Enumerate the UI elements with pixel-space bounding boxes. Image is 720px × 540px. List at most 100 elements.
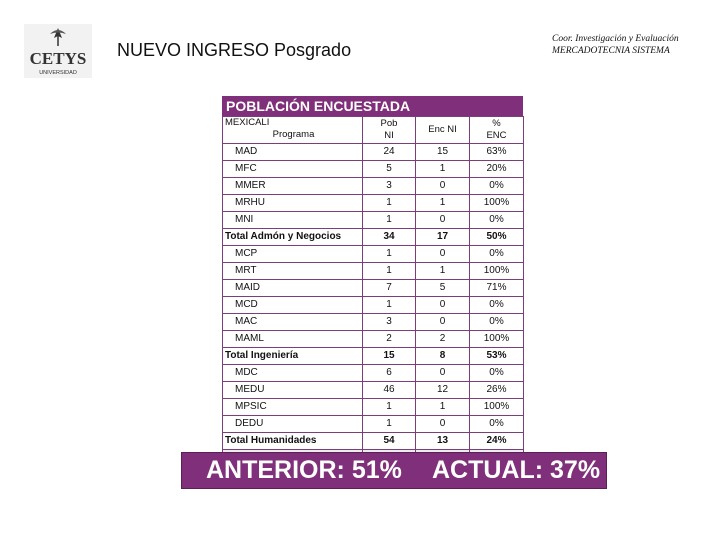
pob-value: 1 [362, 245, 416, 263]
enc-value: 1 [415, 194, 470, 212]
pct-value: 50% [469, 228, 524, 246]
column-header-row: MEXICALI Programa Pob NI Enc NI % ENC [222, 116, 524, 144]
pct-value: 100% [469, 262, 524, 280]
column-header-pct: % ENC [469, 116, 524, 144]
program-name: MDC [222, 364, 363, 382]
pct-value: 0% [469, 245, 524, 263]
banner-current: ACTUAL: 37% [432, 456, 601, 484]
table-row: DEDU 1 0 0% [222, 415, 524, 433]
table-row: MDC 6 0 0% [222, 364, 524, 382]
enc-value: 0 [415, 211, 470, 229]
pct-value: 71% [469, 279, 524, 297]
pob-value: 7 [362, 279, 416, 297]
program-name: Total Admón y Negocios [222, 228, 363, 246]
table-row: MRHU 1 1 100% [222, 194, 524, 212]
header-note: Coor. Investigación y Evaluación MERCADO… [552, 33, 679, 57]
pob-value: 1 [362, 296, 416, 314]
program-name: MAML [222, 330, 363, 348]
pct-value: 63% [469, 143, 524, 161]
table-row: MAML 2 2 100% [222, 330, 524, 348]
table-row: MPSIC 1 1 100% [222, 398, 524, 416]
pob-value: 1 [362, 398, 416, 416]
program-name: MNI [222, 211, 363, 229]
pct-value: 53% [469, 347, 524, 365]
pob-value: 54 [362, 432, 416, 450]
table-row: MAC 3 0 0% [222, 313, 524, 331]
program-name: MAC [222, 313, 363, 331]
pob-value: 3 [362, 177, 416, 195]
enc-value: 8 [415, 347, 470, 365]
enc-value: 2 [415, 330, 470, 348]
program-name: MRT [222, 262, 363, 280]
subtotal-row: Total Ingeniería 15 8 53% [222, 347, 524, 365]
pob-value: 46 [362, 381, 416, 399]
pob-value: 34 [362, 228, 416, 246]
table-row: MAD 24 15 63% [222, 143, 524, 161]
table-row: MMER 3 0 0% [222, 177, 524, 195]
program-name: MPSIC [222, 398, 363, 416]
pct-value: 0% [469, 296, 524, 314]
survey-table: POBLACIÓN ENCUESTADA MEXICALI Programa P… [222, 96, 524, 468]
header-note-line1: Coor. Investigación y Evaluación [552, 34, 679, 44]
program-name: DEDU [222, 415, 363, 433]
enc-value: 5 [415, 279, 470, 297]
program-name: MEDU [222, 381, 363, 399]
enc-value: 17 [415, 228, 470, 246]
program-label: Programa [272, 129, 315, 140]
pct-value: 0% [469, 415, 524, 433]
subtotal-row: Total Humanidades 54 13 24% [222, 432, 524, 450]
enc-value: 15 [415, 143, 470, 161]
header-note-line2: MERCADOTECNIA SISTEMA [552, 46, 670, 56]
column-header-program: MEXICALI Programa [222, 116, 363, 144]
table-row: MCP 1 0 0% [222, 245, 524, 263]
cetys-logo: CETYS UNIVERSIDAD [24, 24, 92, 78]
enc-value: 0 [415, 177, 470, 195]
enc-value: 0 [415, 415, 470, 433]
page-title: NUEVO INGRESO Posgrado [117, 40, 352, 60]
enc-value: 0 [415, 364, 470, 382]
enc-value: 0 [415, 245, 470, 263]
pct-value: 26% [469, 381, 524, 399]
program-name: MFC [222, 160, 363, 178]
program-name: Total Ingeniería [222, 347, 363, 365]
pob-value: 15 [362, 347, 416, 365]
pct-value: 0% [469, 177, 524, 195]
pct-value: 100% [469, 194, 524, 212]
program-name: MAD [222, 143, 363, 161]
column-header-enc: Enc NI [415, 116, 470, 144]
pct-value: 20% [469, 160, 524, 178]
program-name: MCD [222, 296, 363, 314]
program-name: MCP [222, 245, 363, 263]
pct-value: 100% [469, 330, 524, 348]
column-header-pob: Pob NI [362, 116, 416, 144]
pob-value: 5 [362, 160, 416, 178]
enc-value: 0 [415, 296, 470, 314]
subtotal-row: Total Admón y Negocios 34 17 50% [222, 228, 524, 246]
enc-value: 1 [415, 398, 470, 416]
cetys-emblem-icon: CETYS UNIVERSIDAD [24, 24, 92, 78]
pob-value: 3 [362, 313, 416, 331]
survey-data-table: MEXICALI Programa Pob NI Enc NI % ENC MA… [222, 116, 524, 468]
enc-value: 1 [415, 160, 470, 178]
enc-value: 1 [415, 262, 470, 280]
table-heading: POBLACIÓN ENCUESTADA [222, 96, 523, 116]
pob-value: 1 [362, 262, 416, 280]
program-name: MMER [222, 177, 363, 195]
banner-previous: ANTERIOR: 51% [206, 456, 402, 484]
pct-value: 100% [469, 398, 524, 416]
enc-value: 0 [415, 313, 470, 331]
table-row: MFC 5 1 20% [222, 160, 524, 178]
program-name: Total Humanidades [222, 432, 363, 450]
table-row: MRT 1 1 100% [222, 262, 524, 280]
enc-value: 12 [415, 381, 470, 399]
program-name: MRHU [222, 194, 363, 212]
logo-text: CETYS [30, 49, 87, 68]
pct-value: 0% [469, 313, 524, 331]
enc-value: 13 [415, 432, 470, 450]
pob-value: 1 [362, 211, 416, 229]
program-name: MAID [222, 279, 363, 297]
pct-value: 0% [469, 211, 524, 229]
table-row: MNI 1 0 0% [222, 211, 524, 229]
logo-subtext: UNIVERSIDAD [39, 70, 77, 76]
pct-value: 24% [469, 432, 524, 450]
